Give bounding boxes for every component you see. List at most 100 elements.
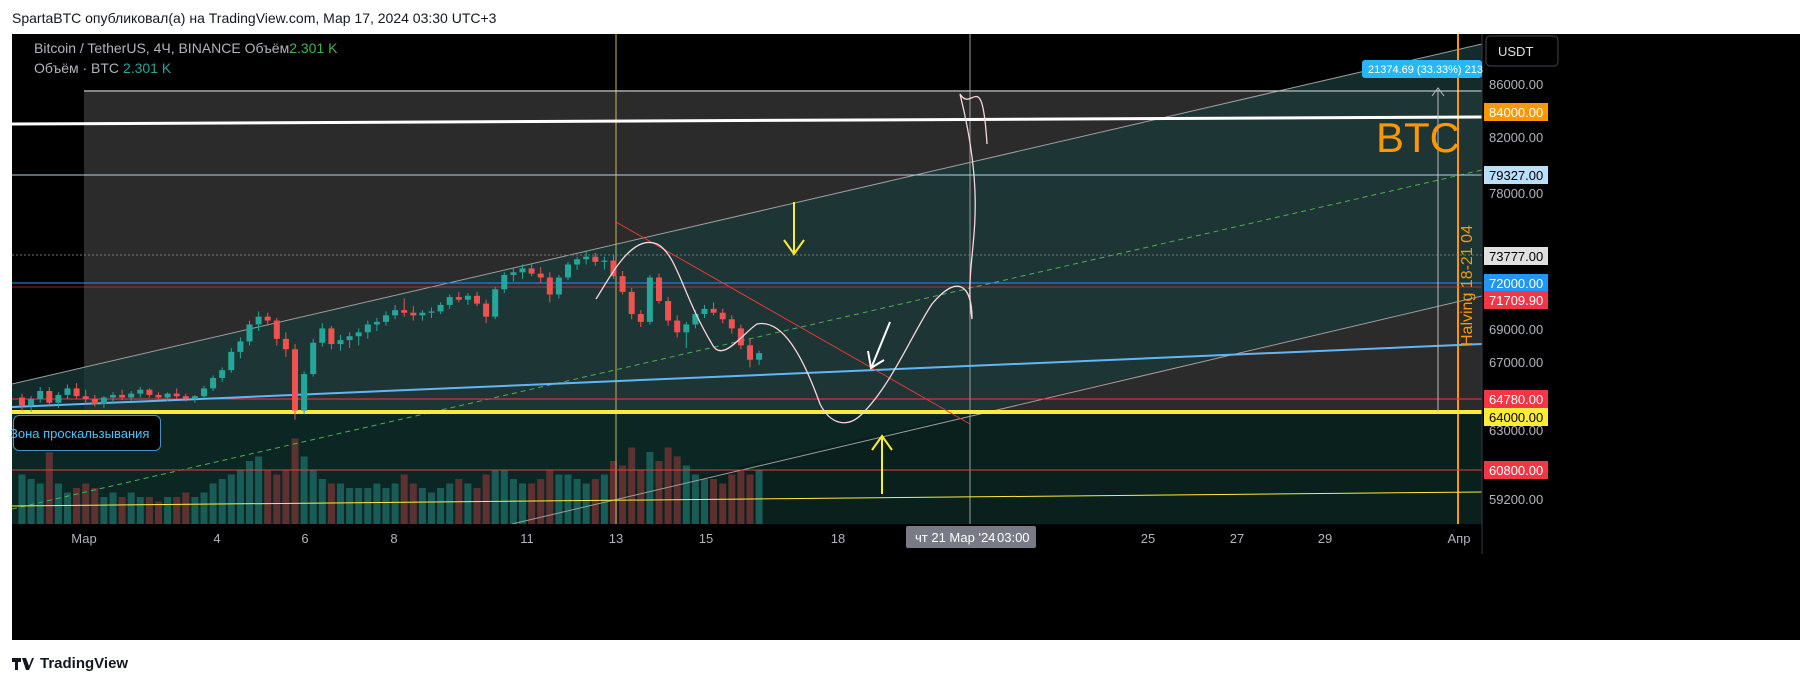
candle-body[interactable] [37, 391, 44, 399]
candle-body[interactable] [419, 312, 426, 316]
y-tick-label: 86000.00 [1489, 77, 1543, 92]
candle-body[interactable] [464, 295, 471, 300]
candle-body[interactable] [555, 277, 562, 295]
candle-body[interactable] [310, 342, 317, 375]
candle-body[interactable] [91, 398, 98, 405]
candle-body[interactable] [501, 274, 508, 290]
candle-body[interactable] [410, 312, 417, 316]
volume-bar [428, 492, 435, 524]
candle-body[interactable] [319, 328, 326, 343]
candle-body[interactable] [610, 260, 617, 277]
candle-body[interactable] [756, 353, 763, 360]
candle-body[interactable] [182, 396, 189, 399]
candle-body[interactable] [728, 319, 735, 329]
candle-body[interactable] [346, 336, 353, 341]
candle-body[interactable] [637, 314, 644, 322]
candle-body[interactable] [255, 316, 262, 325]
candle-body[interactable] [146, 389, 153, 395]
candle-body[interactable] [373, 321, 380, 325]
candle-body[interactable] [492, 289, 499, 317]
candle-body[interactable] [28, 398, 35, 406]
candle-body[interactable] [46, 391, 53, 403]
candle-body[interactable] [674, 320, 681, 333]
candle-body[interactable] [692, 314, 699, 325]
chart-frame[interactable]: BTC Halving 18-21 04 Мар 4 6 8 11 13 15 18 25 27 2… [10, 34, 1800, 640]
price-label-text: 71709.90 [1489, 293, 1543, 308]
candle-body[interactable] [719, 312, 726, 320]
candle-body[interactable] [437, 304, 444, 312]
price-label-badge [1484, 291, 1548, 309]
candle-body[interactable] [747, 345, 753, 360]
candle-body[interactable] [510, 272, 517, 275]
price-label-badge [1484, 390, 1548, 408]
volume-bar [646, 452, 654, 524]
candle-body[interactable] [619, 276, 626, 292]
candle-body[interactable] [73, 388, 80, 397]
candle-body[interactable] [164, 393, 171, 398]
candle-body[interactable] [710, 308, 717, 313]
chart-canvas[interactable]: BTC Halving 18-21 04 Мар 4 6 8 11 13 15 18 25 27 2… [12, 34, 1800, 640]
candle-body[interactable] [228, 351, 235, 371]
candle-body[interactable] [392, 310, 399, 316]
candle-body[interactable] [173, 393, 180, 397]
candle-body[interactable] [483, 303, 490, 317]
volume-bar [564, 474, 572, 524]
candle-body[interactable] [100, 397, 107, 405]
candle-body[interactable] [237, 341, 244, 352]
candle-body[interactable] [383, 315, 389, 322]
symbol-title[interactable]: Bitcoin / TetherUS, 4Ч, BINANCE [34, 40, 241, 56]
candle-body[interactable] [528, 268, 535, 274]
candle-body[interactable] [628, 291, 635, 315]
candle-body[interactable] [301, 374, 308, 411]
candle-body[interactable] [19, 397, 25, 406]
candle-body[interactable] [110, 394, 116, 398]
candle-body[interactable] [601, 260, 608, 262]
candle-body[interactable] [683, 324, 690, 333]
candle-body[interactable] [282, 338, 289, 350]
candle-body[interactable] [656, 277, 662, 301]
candle-body[interactable] [355, 332, 362, 337]
currency-button[interactable] [1485, 35, 1559, 67]
candle-body[interactable] [646, 277, 653, 322]
candle-body[interactable] [364, 324, 371, 333]
candle-body[interactable] [519, 268, 526, 273]
candle-body[interactable] [546, 277, 553, 295]
candle-body[interactable] [474, 295, 480, 304]
candle-body[interactable] [191, 396, 198, 399]
volume-bar [282, 470, 290, 524]
candle-body[interactable] [428, 311, 435, 313]
candle-body[interactable] [246, 324, 253, 342]
candle-body[interactable] [401, 310, 408, 313]
candle-body[interactable] [328, 328, 335, 345]
candle-body[interactable] [292, 349, 298, 411]
footer-brand[interactable]: TradingView [12, 655, 128, 672]
candle-body[interactable] [55, 394, 62, 403]
candle-body[interactable] [537, 273, 544, 278]
x-tick-label: 29 [1318, 531, 1332, 546]
candle-body[interactable] [665, 301, 672, 321]
candle-body[interactable] [455, 297, 462, 300]
candle-body[interactable] [583, 256, 590, 260]
candle-body[interactable] [64, 388, 71, 395]
candle-body[interactable] [446, 297, 453, 305]
candle-body[interactable] [337, 340, 344, 345]
candle-body[interactable] [565, 264, 571, 278]
candle-body[interactable] [737, 328, 744, 346]
candle-body[interactable] [119, 394, 126, 398]
candle-body[interactable] [155, 394, 162, 398]
price-label-badge [1484, 408, 1548, 426]
candle-body[interactable] [128, 393, 135, 398]
candle-body[interactable] [592, 256, 599, 262]
candle-body[interactable] [201, 388, 207, 397]
candle-body[interactable] [264, 316, 271, 321]
candle-body[interactable] [137, 389, 144, 394]
volume-bar [437, 488, 445, 524]
candle-body[interactable] [210, 377, 217, 389]
candle-body[interactable] [82, 396, 89, 399]
currency-button-label[interactable]: USDT [1498, 44, 1533, 59]
candle-body[interactable] [574, 259, 581, 265]
candle-body[interactable] [219, 370, 226, 378]
volume-indicator-label[interactable]: Объём · BTC [34, 60, 120, 76]
candle-body[interactable] [701, 308, 708, 315]
candle-body[interactable] [273, 320, 280, 339]
